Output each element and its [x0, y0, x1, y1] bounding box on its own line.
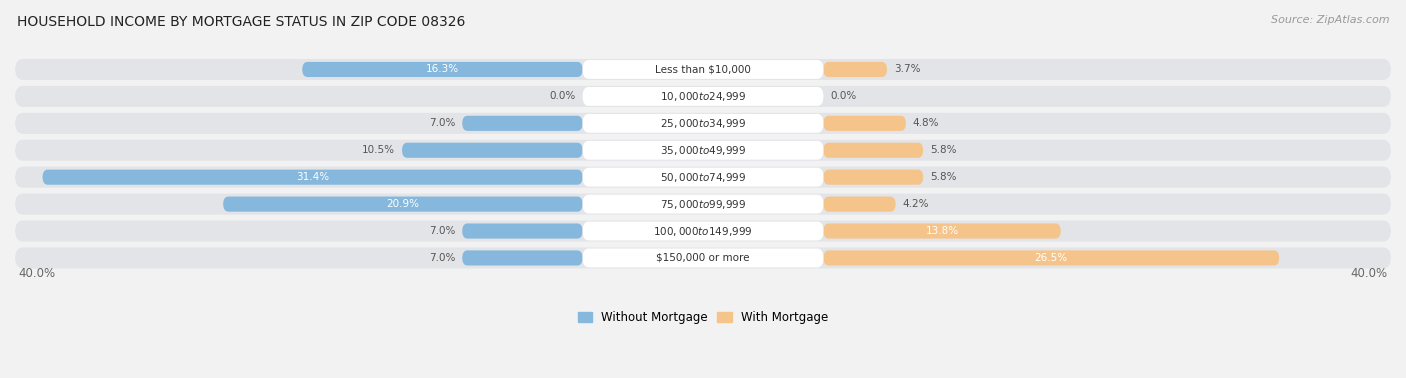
- FancyBboxPatch shape: [824, 62, 887, 77]
- Text: 40.0%: 40.0%: [18, 267, 56, 280]
- FancyBboxPatch shape: [15, 194, 1391, 215]
- FancyBboxPatch shape: [582, 141, 824, 160]
- FancyBboxPatch shape: [824, 197, 896, 212]
- FancyBboxPatch shape: [582, 222, 824, 240]
- FancyBboxPatch shape: [582, 87, 824, 106]
- Text: 3.7%: 3.7%: [894, 65, 921, 74]
- Text: 7.0%: 7.0%: [429, 253, 456, 263]
- FancyBboxPatch shape: [582, 195, 824, 214]
- Text: $50,000 to $74,999: $50,000 to $74,999: [659, 171, 747, 184]
- Text: $35,000 to $49,999: $35,000 to $49,999: [659, 144, 747, 157]
- FancyBboxPatch shape: [824, 170, 924, 185]
- FancyBboxPatch shape: [824, 250, 1279, 265]
- Text: $150,000 or more: $150,000 or more: [657, 253, 749, 263]
- FancyBboxPatch shape: [402, 143, 582, 158]
- FancyBboxPatch shape: [582, 114, 824, 133]
- Text: $25,000 to $34,999: $25,000 to $34,999: [659, 117, 747, 130]
- FancyBboxPatch shape: [824, 143, 924, 158]
- Text: 31.4%: 31.4%: [297, 172, 329, 182]
- FancyBboxPatch shape: [463, 250, 582, 265]
- FancyBboxPatch shape: [15, 220, 1391, 242]
- FancyBboxPatch shape: [582, 168, 824, 187]
- Text: Source: ZipAtlas.com: Source: ZipAtlas.com: [1271, 15, 1389, 25]
- FancyBboxPatch shape: [463, 116, 582, 131]
- Text: 13.8%: 13.8%: [925, 226, 959, 236]
- FancyBboxPatch shape: [582, 248, 824, 267]
- Text: 10.5%: 10.5%: [363, 145, 395, 155]
- Text: 0.0%: 0.0%: [550, 91, 575, 101]
- FancyBboxPatch shape: [15, 248, 1391, 268]
- Text: Less than $10,000: Less than $10,000: [655, 65, 751, 74]
- FancyBboxPatch shape: [15, 59, 1391, 80]
- Text: 26.5%: 26.5%: [1035, 253, 1069, 263]
- FancyBboxPatch shape: [15, 86, 1391, 107]
- Text: $100,000 to $149,999: $100,000 to $149,999: [654, 225, 752, 237]
- Text: 16.3%: 16.3%: [426, 65, 458, 74]
- FancyBboxPatch shape: [824, 116, 905, 131]
- Text: $10,000 to $24,999: $10,000 to $24,999: [659, 90, 747, 103]
- FancyBboxPatch shape: [582, 60, 824, 79]
- FancyBboxPatch shape: [824, 223, 1060, 239]
- FancyBboxPatch shape: [463, 223, 582, 239]
- FancyBboxPatch shape: [15, 167, 1391, 188]
- Text: 7.0%: 7.0%: [429, 118, 456, 128]
- Text: 40.0%: 40.0%: [1350, 267, 1388, 280]
- Text: 5.8%: 5.8%: [929, 172, 956, 182]
- Text: 4.8%: 4.8%: [912, 118, 939, 128]
- FancyBboxPatch shape: [42, 170, 582, 185]
- Legend: Without Mortgage, With Mortgage: Without Mortgage, With Mortgage: [574, 306, 832, 328]
- FancyBboxPatch shape: [224, 197, 582, 212]
- Text: 0.0%: 0.0%: [831, 91, 856, 101]
- Text: $75,000 to $99,999: $75,000 to $99,999: [659, 198, 747, 211]
- Text: 7.0%: 7.0%: [429, 226, 456, 236]
- FancyBboxPatch shape: [15, 113, 1391, 134]
- Text: 4.2%: 4.2%: [903, 199, 929, 209]
- Text: HOUSEHOLD INCOME BY MORTGAGE STATUS IN ZIP CODE 08326: HOUSEHOLD INCOME BY MORTGAGE STATUS IN Z…: [17, 15, 465, 29]
- Text: 20.9%: 20.9%: [387, 199, 419, 209]
- FancyBboxPatch shape: [302, 62, 582, 77]
- Text: 5.8%: 5.8%: [929, 145, 956, 155]
- FancyBboxPatch shape: [15, 140, 1391, 161]
